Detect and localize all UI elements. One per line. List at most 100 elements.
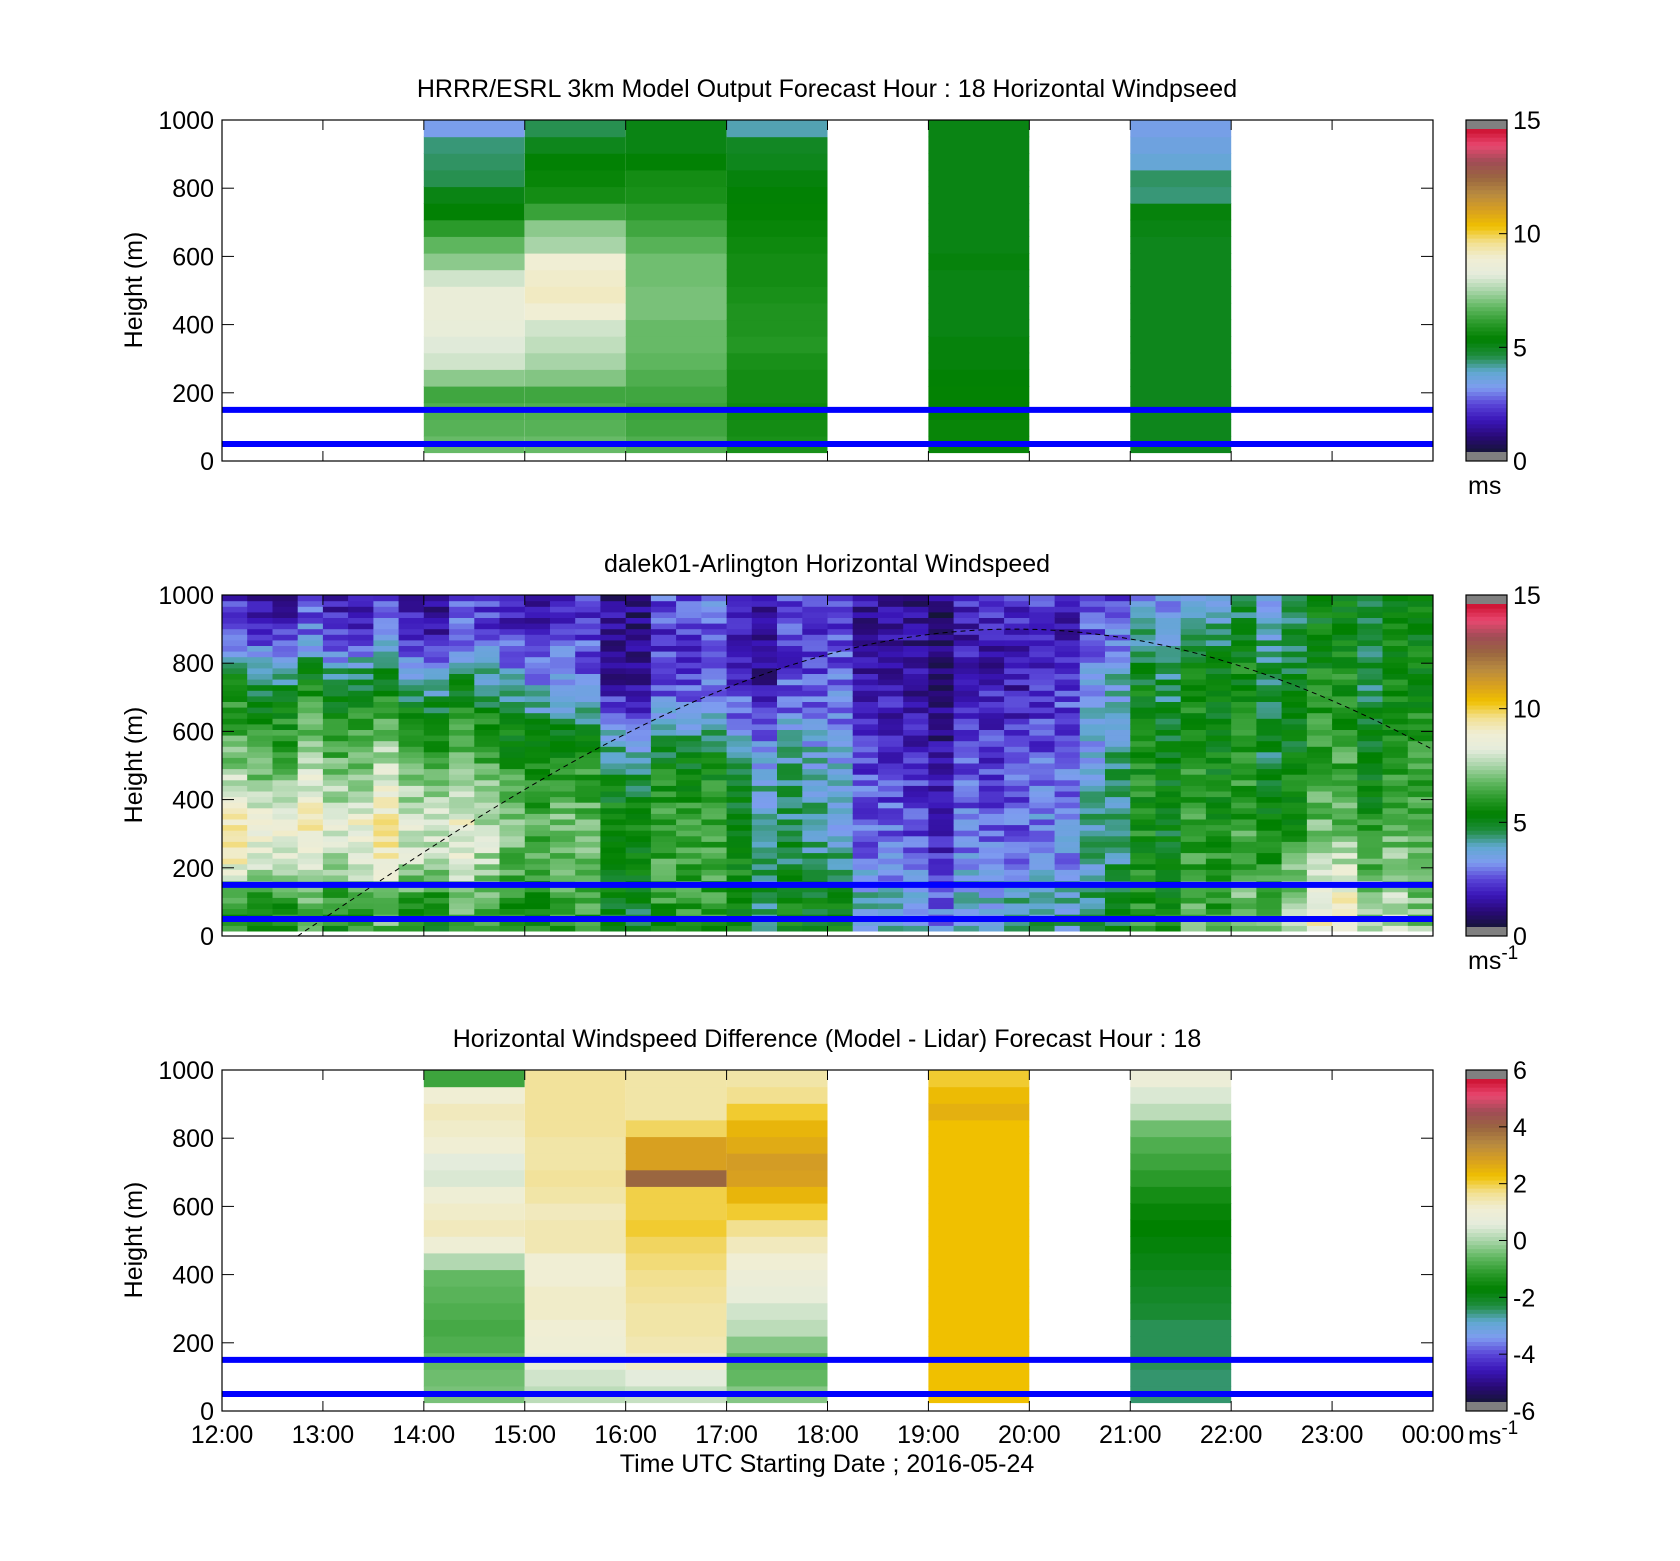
heatmap-cell bbox=[525, 662, 551, 668]
heatmap-cell bbox=[1080, 623, 1106, 629]
heatmap-cell bbox=[1256, 830, 1282, 836]
heatmap-cell bbox=[1307, 797, 1333, 803]
heatmap-cell bbox=[701, 617, 727, 623]
heatmap-cell bbox=[500, 903, 526, 909]
heatmap-cell bbox=[1357, 640, 1383, 646]
panel-difference: Horizontal Windspeed Difference (Model -… bbox=[120, 1025, 1535, 1478]
heatmap-cell bbox=[247, 640, 273, 646]
colorbar-segment bbox=[1466, 1245, 1507, 1250]
heatmap-cell bbox=[1055, 623, 1081, 629]
heatmap-cell bbox=[1130, 696, 1156, 702]
heatmap-cell bbox=[273, 802, 299, 808]
heatmap-cell bbox=[525, 1203, 626, 1220]
heatmap-cell bbox=[298, 662, 324, 668]
heatmap-cell bbox=[1080, 662, 1106, 668]
heatmap-cell bbox=[651, 763, 677, 769]
heatmap-cell bbox=[651, 662, 677, 668]
heatmap-cell bbox=[954, 875, 980, 881]
heatmap-cell bbox=[1105, 729, 1131, 735]
heatmap-cell bbox=[1357, 808, 1383, 814]
heatmap-cell bbox=[626, 690, 652, 696]
heatmap-cell bbox=[1130, 153, 1231, 170]
heatmap-cell bbox=[701, 634, 727, 640]
heatmap-cell bbox=[928, 236, 1029, 253]
heatmap-cell bbox=[626, 657, 652, 663]
heatmap-cell bbox=[1004, 909, 1030, 915]
heatmap-cell bbox=[424, 1319, 525, 1336]
heatmap-cell bbox=[853, 869, 879, 875]
heatmap-cell bbox=[777, 841, 803, 847]
heatmap-cell bbox=[1181, 785, 1207, 791]
heatmap-cell bbox=[424, 735, 450, 741]
heatmap-cell bbox=[828, 892, 854, 898]
heatmap-cell bbox=[1357, 858, 1383, 864]
heatmap-cell bbox=[1105, 651, 1131, 657]
heatmap-cell bbox=[979, 830, 1005, 836]
heatmap-cell bbox=[1282, 819, 1308, 825]
colorbar-segment bbox=[1466, 1119, 1507, 1124]
heatmap-cell bbox=[626, 813, 652, 819]
heatmap-cell bbox=[1130, 386, 1231, 403]
heatmap-cell bbox=[247, 785, 273, 791]
heatmap-cell bbox=[1004, 595, 1030, 601]
heatmap-cell bbox=[979, 601, 1005, 607]
heatmap-cell bbox=[575, 679, 601, 685]
colorbar-segment bbox=[1466, 311, 1507, 316]
heatmap-cell bbox=[1408, 645, 1434, 651]
heatmap-cell bbox=[373, 741, 399, 747]
heatmap-cell bbox=[399, 735, 425, 741]
heatmap-cell bbox=[449, 853, 475, 859]
colorbar-segment bbox=[1466, 725, 1507, 730]
colorbar-segment bbox=[1466, 919, 1507, 924]
heatmap-cell bbox=[828, 819, 854, 825]
heatmap-cell bbox=[1080, 909, 1106, 915]
heatmap-cell bbox=[273, 819, 299, 825]
heatmap-cell bbox=[1357, 853, 1383, 859]
heatmap-cell bbox=[525, 320, 626, 337]
colorbar-segment bbox=[1466, 652, 1507, 657]
heatmap-cell bbox=[550, 813, 576, 819]
heatmap-cell bbox=[525, 707, 551, 713]
heatmap-cell bbox=[626, 286, 727, 303]
heatmap-cell bbox=[1156, 696, 1182, 702]
heatmap-cell bbox=[928, 1087, 1029, 1104]
heatmap-cell bbox=[1080, 657, 1106, 663]
heatmap-cell bbox=[1080, 679, 1106, 685]
heatmap-cell bbox=[651, 825, 677, 831]
heatmap-cell bbox=[979, 679, 1005, 685]
heatmap-cell bbox=[1408, 595, 1434, 601]
colorbar-segment bbox=[1466, 870, 1507, 875]
heatmap-cell bbox=[878, 673, 904, 679]
heatmap-cell bbox=[348, 601, 374, 607]
heatmap-cell bbox=[247, 808, 273, 814]
heatmap-cell bbox=[752, 612, 778, 618]
heatmap-cell bbox=[1080, 797, 1106, 803]
heatmap-cell bbox=[727, 1103, 828, 1120]
heatmap-cell bbox=[449, 623, 475, 629]
heatmap-cell bbox=[828, 629, 854, 635]
heatmap-cell bbox=[399, 640, 425, 646]
heatmap-cell bbox=[1029, 875, 1055, 881]
heatmap-cell bbox=[1055, 757, 1081, 763]
heatmap-cell bbox=[752, 640, 778, 646]
heatmap-cell bbox=[348, 752, 374, 758]
heatmap-cell bbox=[449, 729, 475, 735]
heatmap-cell bbox=[676, 802, 702, 808]
heatmap-cell bbox=[954, 780, 980, 786]
heatmap-cell bbox=[928, 780, 954, 786]
heatmap-cell bbox=[954, 690, 980, 696]
colorbar-segment bbox=[1466, 1281, 1507, 1286]
heatmap-cell bbox=[1055, 595, 1081, 601]
heatmap-cell bbox=[1004, 741, 1030, 747]
heatmap-cell bbox=[1231, 595, 1257, 601]
heatmap-cell bbox=[1004, 774, 1030, 780]
heatmap-cell bbox=[273, 662, 299, 668]
heatmap-cell bbox=[878, 724, 904, 730]
heatmap-cell bbox=[1282, 662, 1308, 668]
heatmap-cell bbox=[550, 763, 576, 769]
heatmap-cell bbox=[954, 869, 980, 875]
heatmap-cell bbox=[1105, 690, 1131, 696]
heatmap-cell bbox=[676, 668, 702, 674]
heatmap-cell bbox=[727, 813, 753, 819]
heatmap-cell bbox=[928, 606, 954, 612]
